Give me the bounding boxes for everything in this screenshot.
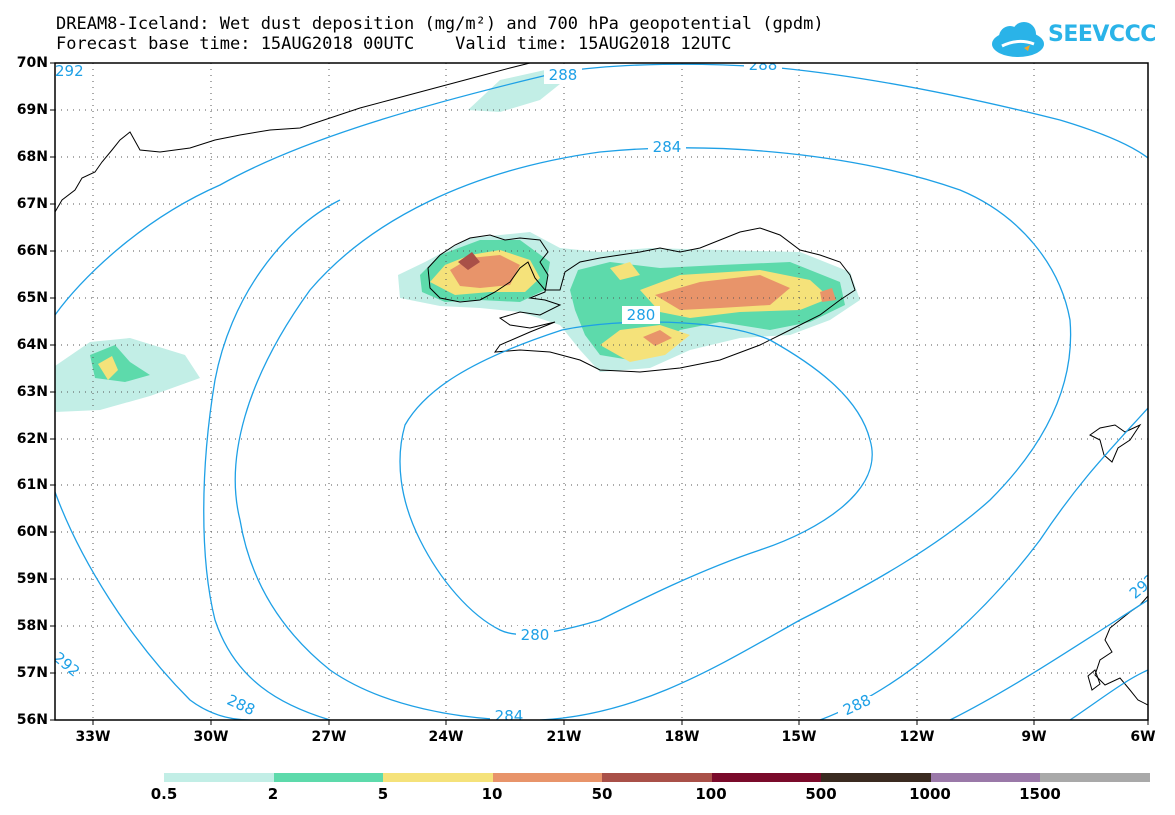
lat-label: 60N [16, 524, 48, 540]
legend-label: 10 [481, 785, 503, 803]
contour-label: 288 [549, 66, 578, 84]
graticule [55, 63, 1148, 720]
legend-label: 500 [805, 785, 837, 803]
contour-288-right [819, 407, 1148, 720]
lon-label: 18W [664, 729, 700, 745]
legend-swatch [164, 773, 274, 782]
logo-text: SEEVCCC [1048, 22, 1156, 47]
faroe-islands-coast [1089, 423, 1142, 463]
legend-swatch [383, 773, 493, 782]
lat-label: 57N [16, 665, 48, 681]
lon-label: 21W [546, 729, 582, 745]
lon-label: 15W [781, 729, 817, 745]
legend-swatch [711, 773, 821, 782]
lat-label: 64N [16, 337, 48, 353]
legend-swatch [492, 773, 602, 782]
contour-label: 292 [55, 62, 84, 80]
legend-swatch [1040, 773, 1150, 782]
cloud-icon [992, 22, 1044, 57]
contour-label: 280 [521, 626, 550, 644]
lon-label: 12W [899, 729, 935, 745]
legend-label: 1000 [909, 785, 951, 803]
lat-label: 68N [16, 149, 48, 165]
contour-288-outer [55, 63, 1148, 316]
lat-label: 61N [16, 477, 48, 493]
contour-label: 288 [840, 691, 874, 719]
contour-label: 284 [495, 707, 524, 725]
chart-title: DREAM8-Iceland: Wet dust deposition (mg/… [56, 14, 824, 34]
lat-label: 56N [16, 712, 48, 728]
lon-label: 24W [428, 729, 464, 745]
lat-label: 69N [16, 102, 48, 118]
lat-label: 59N [16, 571, 48, 587]
lon-label: 6W [1130, 729, 1156, 745]
scotland-coast [1094, 595, 1148, 706]
lon-label: 27W [311, 729, 347, 745]
forecast-times: Forecast base time: 15AUG2018 00UTC Vali… [56, 34, 732, 54]
contour-label: 288 [749, 56, 778, 74]
legend-label: 1500 [1019, 785, 1061, 803]
contour-280 [399, 321, 873, 636]
lat-label: 63N [16, 384, 48, 400]
hebrides-coast [1087, 669, 1101, 691]
lat-label: 62N [16, 431, 48, 447]
contour-label: 280 [627, 306, 656, 324]
dust-deposition-field [55, 70, 860, 412]
contour-label: 288 [224, 691, 258, 719]
contour-label: 284 [653, 138, 682, 156]
legend-swatch [602, 773, 712, 782]
contour-284 [234, 147, 1072, 720]
legend-label: 50 [591, 785, 613, 803]
legend-label: 5 [377, 785, 389, 803]
lon-label: 33W [75, 729, 111, 745]
tick-marks [50, 62, 1149, 725]
lat-label: 58N [16, 618, 48, 634]
contour-292-br [1069, 669, 1148, 720]
contour-292-right [949, 599, 1148, 720]
greenland-coast [55, 63, 531, 213]
lat-label: 66N [16, 243, 48, 259]
lat-label: 70N [16, 55, 48, 71]
contour-292-left [55, 491, 251, 720]
legend-swatch [821, 773, 931, 782]
lat-label: 67N [16, 196, 48, 212]
legend-swatch [273, 773, 383, 782]
contour-288-lower [203, 199, 341, 720]
lat-label: 65N [16, 290, 48, 306]
geopotential-contours [55, 63, 1148, 720]
legend-swatch [930, 773, 1040, 782]
legend-label: 100 [695, 785, 727, 803]
iceland-coast [427, 227, 856, 373]
legend-colorbar [164, 773, 1150, 782]
legend-label: 0.5 [150, 785, 178, 803]
contour-label: 292 [1126, 570, 1160, 602]
lon-label: 9W [1021, 729, 1047, 745]
legend-label: 2 [267, 785, 279, 803]
coastlines [55, 63, 1148, 706]
lon-label: 30W [193, 729, 229, 745]
logo [992, 22, 1044, 57]
